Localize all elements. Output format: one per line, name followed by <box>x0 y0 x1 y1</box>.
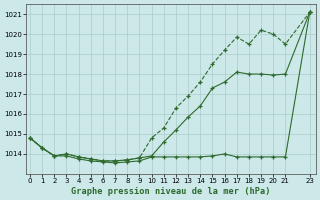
X-axis label: Graphe pression niveau de la mer (hPa): Graphe pression niveau de la mer (hPa) <box>71 187 271 196</box>
